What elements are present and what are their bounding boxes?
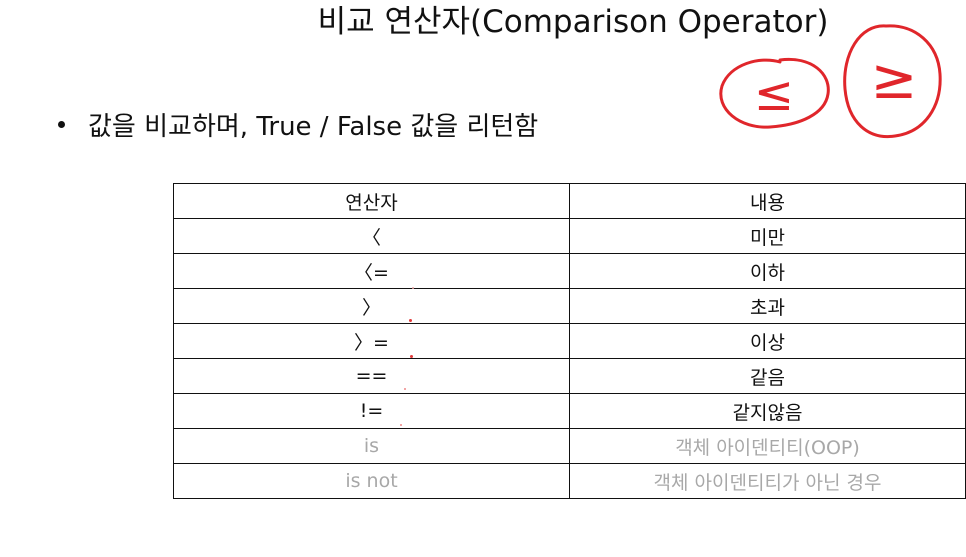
- operator-cell: 〉=: [173, 323, 570, 359]
- table-row: 〈 미만: [173, 218, 966, 254]
- right-symbol: ≥: [871, 47, 918, 112]
- description-cell: 이상: [569, 323, 966, 359]
- bullet-point: 값을 비교하며, True / False 값을 리턴함: [58, 106, 538, 142]
- operator-cell: 〈=: [173, 253, 570, 289]
- table-row: 〉 초과: [173, 288, 966, 324]
- operator-cell: is not: [173, 463, 570, 499]
- left-circle-stroke: [719, 57, 830, 129]
- pen-mark: [404, 388, 406, 390]
- left-symbol: ≤: [754, 66, 794, 122]
- operator-cell: ==: [173, 358, 570, 394]
- table-row: != 같지않음: [173, 393, 966, 429]
- table-row: is 객체 아이덴티티(OOP): [173, 428, 966, 464]
- bullet-text: 값을 비교하며, True / False 값을 리턴함: [88, 111, 539, 142]
- description-cell: 같음: [569, 358, 966, 394]
- operator-cell: 〉: [173, 288, 570, 324]
- operator-table: 연산자 내용 〈 미만 〈= 이하 〉 초과 〉= 이상 == 같음 != 같지…: [173, 183, 966, 499]
- description-cell: 객체 아이덴티티(OOP): [569, 428, 966, 464]
- description-cell: 이하: [569, 253, 966, 289]
- table-header-row: 연산자 내용: [173, 183, 966, 219]
- table-row: 〉= 이상: [173, 323, 966, 359]
- handwritten-annotation: ≤ ≥: [719, 24, 942, 139]
- description-cell: 미만: [569, 218, 966, 254]
- table-row: == 같음: [173, 358, 966, 394]
- operator-cell: 〈: [173, 218, 570, 254]
- pen-mark: [409, 319, 412, 322]
- right-circle-stroke: [843, 24, 942, 139]
- description-cell: 객체 아이덴티티가 아닌 경우: [569, 463, 966, 499]
- header-description: 내용: [569, 183, 966, 219]
- operator-cell: !=: [173, 393, 570, 429]
- description-cell: 같지않음: [569, 393, 966, 429]
- pen-mark: [412, 287, 414, 289]
- table-row: is not 객체 아이덴티티가 아닌 경우: [173, 463, 966, 499]
- header-operator: 연산자: [173, 183, 570, 219]
- bullet-dot-icon: [58, 120, 65, 128]
- table-row: 〈= 이하: [173, 253, 966, 289]
- slide-title: 비교 연산자(Comparison Operator): [317, 4, 829, 40]
- pen-mark: [410, 355, 413, 358]
- pen-mark: [400, 424, 402, 426]
- description-cell: 초과: [569, 288, 966, 324]
- operator-cell: is: [173, 428, 570, 464]
